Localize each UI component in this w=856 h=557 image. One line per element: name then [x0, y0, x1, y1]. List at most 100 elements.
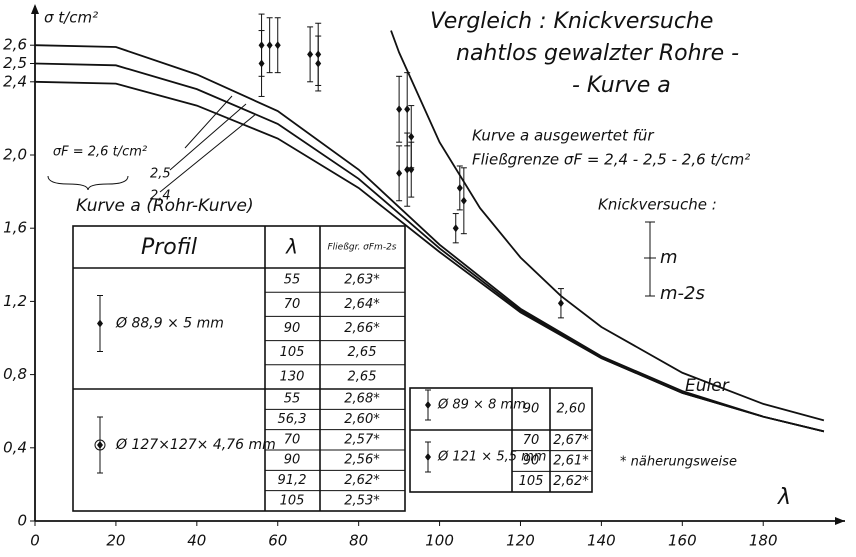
test-marker — [456, 183, 463, 192]
test-point — [396, 145, 403, 202]
curve — [34, 80, 825, 433]
table-cell: Ø 121 × 5,5 mm — [437, 450, 546, 465]
table-cell: Ø 89 × 8 mm — [437, 398, 526, 413]
annotation: Kurve a ausgewertet für — [472, 127, 654, 145]
table-cell: 2,65 — [348, 345, 377, 360]
test-marker — [408, 132, 415, 141]
title-line: nahtlos gewalzter Rohre - — [456, 41, 739, 66]
test-marker — [460, 196, 467, 205]
table-cell: 2,65 — [348, 369, 377, 384]
brace — [47, 175, 129, 191]
test-marker — [404, 105, 411, 114]
test-marker — [396, 105, 403, 114]
x-tick-label: 0 — [30, 532, 40, 550]
table-header: Profil — [141, 235, 197, 260]
curve — [34, 44, 825, 433]
x-tick-label: 120 — [506, 532, 535, 550]
annotation: Fließgrenze σF = 2,4 - 2,5 - 2,6 t/cm² — [472, 151, 750, 169]
annotation: m-2s — [660, 283, 705, 304]
table-cell: 105 — [280, 493, 305, 508]
x-tick-label: 60 — [268, 532, 287, 550]
table-cell: 2,56* — [344, 453, 380, 468]
table-cell: 70 — [284, 432, 301, 447]
x-axis-label: λ — [777, 485, 791, 510]
y-tick-label: 0,4 — [3, 438, 27, 456]
test-point — [557, 288, 564, 319]
x-tick-label: 80 — [349, 532, 368, 550]
annotation: m — [660, 247, 678, 268]
test-marker — [408, 165, 415, 174]
table-icon — [97, 319, 103, 328]
table-cell: 105 — [519, 474, 544, 489]
x-tick-label: 100 — [425, 532, 454, 550]
table-cell: 2,67* — [553, 433, 589, 448]
table-cell: 90 — [523, 454, 540, 469]
table-cell: 2,62* — [344, 473, 380, 488]
test-point — [266, 17, 273, 74]
table-icon — [425, 401, 431, 409]
table-cell: 2,63* — [344, 273, 380, 288]
annotation: Knickversuche : — [598, 196, 717, 214]
y-tick-label: 1,2 — [3, 292, 27, 310]
annotation: Kurve a (Rohr-Kurve) — [76, 196, 254, 216]
table-cell: 105 — [280, 345, 305, 360]
table-cell: 2,60* — [344, 412, 380, 427]
title-line: Vergleich : Knickversuche — [430, 9, 713, 34]
table-cell: 2,64* — [344, 297, 380, 312]
y-tick-label: 0,8 — [3, 365, 27, 383]
table-header: λ — [285, 235, 298, 259]
test-point — [460, 167, 467, 235]
x-tick-label: 140 — [587, 532, 616, 550]
table — [409, 387, 593, 493]
label-leader — [169, 103, 247, 171]
table-icon — [94, 439, 106, 451]
y-tick-label: 2,4 — [3, 72, 27, 90]
table-cell: 2,53* — [344, 493, 380, 508]
x-axis-arrow — [835, 517, 845, 525]
table-cell: 55 — [284, 273, 301, 288]
test-point — [396, 75, 403, 143]
y-tick-label: 2,5 — [3, 54, 27, 72]
test-point — [307, 26, 314, 83]
table-cell: 70 — [284, 297, 301, 312]
table-cell: 2,61* — [553, 454, 589, 469]
annotation: * näherungsweise — [620, 455, 737, 470]
test-marker — [315, 59, 322, 68]
y-axis-label: σ t/cm² — [44, 9, 98, 27]
label-leader — [159, 113, 257, 193]
test-point — [408, 141, 415, 198]
table-cell: 130 — [280, 369, 305, 384]
table-cell: 2,68* — [344, 392, 380, 407]
y-tick-label: 2,0 — [3, 146, 27, 164]
y-tick-label: 1,6 — [3, 219, 27, 237]
table-cell: 90 — [284, 453, 301, 468]
table-header: Fließgr. σFm-2s — [327, 243, 396, 253]
series-label: σF = 2,6 t/cm² — [53, 145, 147, 160]
curve — [390, 30, 825, 422]
y-tick-label: 0 — [17, 512, 27, 530]
legend-errorbar — [644, 221, 656, 297]
test-marker — [274, 41, 281, 50]
test-marker — [452, 224, 459, 233]
x-tick-label: 40 — [187, 532, 206, 550]
table-cell: 2,66* — [344, 321, 380, 336]
y-tick-label: 2,6 — [3, 36, 27, 54]
table-cell: 55 — [284, 392, 301, 407]
table-cell: 2,62* — [553, 474, 589, 489]
test-point — [456, 165, 463, 211]
table-cell: 91,2 — [278, 473, 307, 488]
test-point — [404, 72, 411, 147]
x-tick-label: 160 — [668, 532, 697, 550]
x-tick-label: 20 — [106, 532, 125, 550]
test-point — [274, 17, 281, 74]
title-line: - Kurve a — [572, 73, 671, 98]
table-cell: 70 — [523, 433, 540, 448]
series-label: Euler — [685, 376, 730, 396]
y-axis-arrow — [31, 4, 39, 14]
table-icon — [425, 453, 431, 461]
table-icon — [97, 441, 103, 449]
table-cell: 90 — [284, 321, 301, 336]
test-point — [452, 213, 459, 244]
test-marker — [557, 299, 564, 308]
